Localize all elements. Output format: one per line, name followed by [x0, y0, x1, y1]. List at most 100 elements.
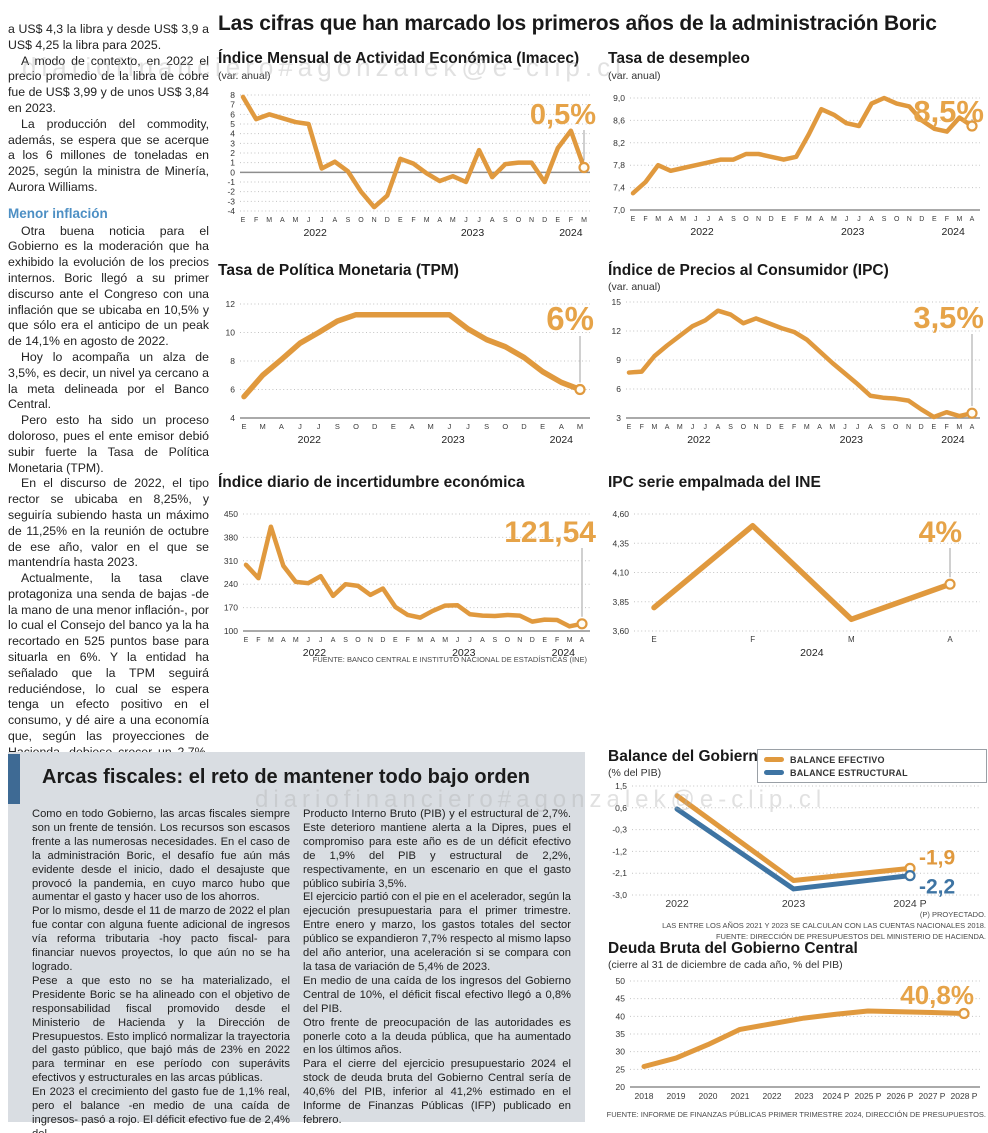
svg-text:15: 15: [612, 297, 622, 307]
article-paragraph: Hoy lo acompaña un alza de 3,5%, es deci…: [8, 349, 209, 412]
svg-text:-3,0: -3,0: [612, 890, 627, 900]
svg-text:M: M: [260, 422, 266, 431]
footnote: FUENTE: DIRECCIÓN DE PRESUPUESTOS DEL MI…: [715, 932, 986, 941]
svg-text:2023: 2023: [461, 227, 485, 239]
svg-text:F: F: [555, 637, 559, 644]
svg-text:F: F: [254, 217, 258, 224]
svg-text:D: D: [919, 424, 924, 431]
svg-text:2023: 2023: [452, 647, 476, 659]
svg-text:25: 25: [616, 1064, 626, 1074]
svg-text:F: F: [794, 216, 798, 223]
svg-text:A: A: [868, 424, 873, 431]
svg-text:O: O: [353, 422, 359, 431]
arcas-paragraph: Para el cierre del ejercicio presupuesta…: [303, 1058, 571, 1126]
legend-item-efectivo: BALANCE EFECTIVO: [764, 753, 980, 766]
svg-text:2024 P: 2024 P: [893, 898, 926, 910]
svg-text:M: M: [848, 635, 855, 644]
svg-text:J: J: [447, 422, 451, 431]
article-paragraph: Actualmente, la tasa clave protagoniza u…: [8, 571, 209, 776]
svg-text:F: F: [792, 424, 796, 431]
svg-text:N: N: [906, 424, 911, 431]
arcas-paragraph: Producto Interno Bruto (PIB) y el estruc…: [303, 808, 571, 890]
svg-text:S: S: [728, 424, 733, 431]
svg-text:E: E: [542, 637, 547, 644]
svg-text:E: E: [391, 422, 396, 431]
svg-text:N: N: [907, 216, 912, 223]
svg-text:J: J: [694, 216, 698, 223]
chart-title-deuda: Deuda Bruta del Gobierno Central: [608, 940, 858, 957]
svg-text:M: M: [655, 216, 661, 223]
svg-text:M: M: [567, 637, 573, 644]
svg-text:8,6: 8,6: [613, 115, 625, 125]
svg-text:F: F: [411, 217, 415, 224]
svg-text:M: M: [450, 217, 456, 224]
svg-text:D: D: [769, 216, 774, 223]
svg-text:S: S: [346, 217, 351, 224]
svg-text:A: A: [332, 217, 337, 224]
svg-text:D: D: [919, 216, 924, 223]
svg-text:E: E: [779, 424, 784, 431]
svg-text:D: D: [530, 637, 535, 644]
svg-text:35: 35: [616, 1029, 626, 1039]
svg-text:M: M: [829, 424, 835, 431]
article-paragraph: La producción del commodity, además, se …: [8, 116, 209, 194]
svg-text:1: 1: [230, 158, 235, 168]
svg-text:J: J: [477, 217, 481, 224]
svg-text:2024: 2024: [941, 226, 965, 238]
svg-text:6: 6: [230, 385, 235, 395]
svg-text:2022: 2022: [690, 226, 714, 238]
legend-item-estructural: BALANCE ESTRUCTURAL: [764, 766, 980, 779]
svg-text:-1: -1: [227, 177, 235, 187]
svg-text:D: D: [542, 217, 547, 224]
svg-text:S: S: [493, 637, 498, 644]
svg-text:M: M: [293, 217, 299, 224]
svg-text:A: A: [665, 424, 670, 431]
svg-text:D: D: [385, 217, 390, 224]
svg-text:F: F: [256, 637, 260, 644]
svg-text:E: E: [781, 216, 786, 223]
arcas-column-2: Producto Interno Bruto (PIB) y el estruc…: [303, 808, 571, 1128]
svg-text:M: M: [577, 422, 583, 431]
svg-text:2024: 2024: [941, 434, 965, 446]
svg-text:20: 20: [616, 1082, 626, 1092]
svg-text:J: J: [691, 424, 695, 431]
svg-text:F: F: [640, 424, 644, 431]
svg-text:-2,2: -2,2: [919, 876, 955, 899]
svg-text:8: 8: [230, 356, 235, 366]
svg-text:0,5%: 0,5%: [530, 99, 596, 131]
svg-text:A: A: [817, 424, 822, 431]
svg-text:S: S: [343, 637, 348, 644]
svg-text:S: S: [335, 422, 340, 431]
svg-text:F: F: [406, 637, 410, 644]
svg-text:D: D: [372, 422, 378, 431]
svg-text:J: J: [857, 216, 861, 223]
svg-text:J: J: [856, 424, 860, 431]
svg-text:N: N: [756, 216, 761, 223]
svg-text:6: 6: [616, 384, 621, 394]
svg-text:2021: 2021: [731, 1091, 750, 1101]
svg-text:A: A: [409, 422, 414, 431]
svg-text:30: 30: [616, 1047, 626, 1057]
svg-text:8: 8: [230, 90, 235, 100]
chart-title-incertidumbre: Índice diario de incertidumbre económica: [218, 474, 525, 491]
svg-text:A: A: [281, 637, 286, 644]
svg-text:J: J: [843, 424, 847, 431]
svg-text:E: E: [393, 637, 398, 644]
svg-text:D: D: [521, 422, 527, 431]
balance-legend: BALANCE EFECTIVO BALANCE ESTRUCTURAL: [757, 749, 987, 783]
svg-text:E: E: [244, 637, 249, 644]
balance-line-chart: 1,5 0,6 -0,3 -1,2 -2,1 -3,0 2022 2023 2024 P -1,9…: [612, 781, 980, 910]
svg-text:E: E: [555, 217, 560, 224]
svg-text:E: E: [241, 422, 246, 431]
svg-text:J: J: [298, 422, 302, 431]
svg-text:4: 4: [230, 129, 235, 139]
chart-title-imacec: Índice Mensual de Actividad Económica (I…: [218, 50, 580, 67]
svg-text:A: A: [716, 424, 721, 431]
svg-text:N: N: [372, 217, 377, 224]
svg-text:J: J: [306, 637, 310, 644]
svg-text:2022: 2022: [303, 227, 327, 239]
svg-text:2028 P: 2028 P: [951, 1091, 978, 1101]
article-paragraph: Otra buena noticia para el Gobierno es l…: [8, 223, 209, 349]
svg-text:O: O: [355, 637, 361, 644]
svg-text:M: M: [428, 422, 434, 431]
